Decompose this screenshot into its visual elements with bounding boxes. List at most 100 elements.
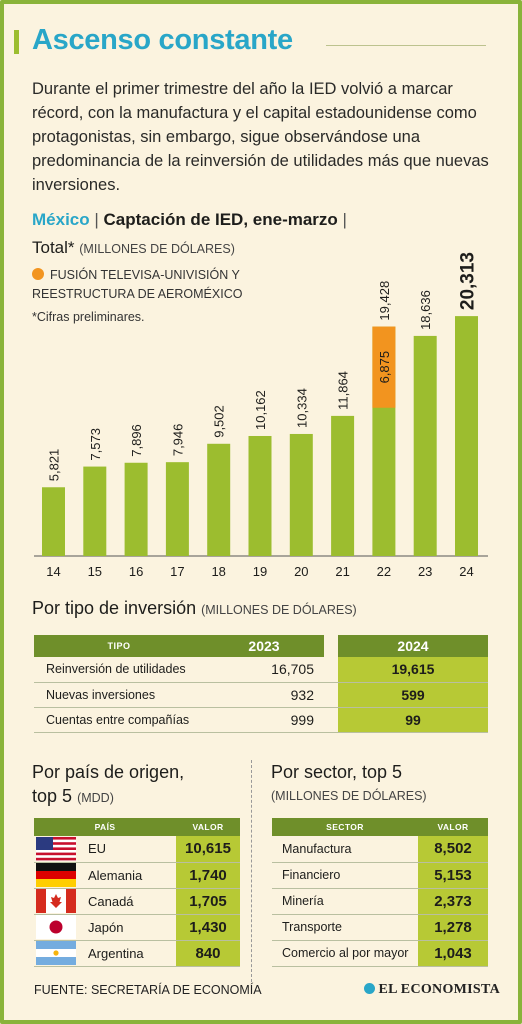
pais-heading-line-1: Por país de origen,: [32, 762, 185, 782]
value-label-18: 9,502: [212, 405, 227, 438]
tipo-2023-value: 999: [204, 707, 324, 733]
tipo-2023-value: 16,705: [204, 657, 324, 683]
sector-value: 2,373: [418, 888, 488, 915]
tick-label-23: 23: [418, 564, 432, 579]
page-title: Ascenso constante: [32, 24, 293, 56]
table-row: Argentina 840: [34, 940, 240, 967]
pais-value: 1,740: [176, 862, 240, 889]
tick-label-19: 19: [253, 564, 267, 579]
bar-24: [455, 316, 478, 556]
pais-col-pais: PAÍS: [34, 818, 176, 836]
subtitle-total: Total*: [32, 238, 75, 257]
tipo-gap: [324, 707, 338, 733]
source-note: FUENTE: SECRETARÍA DE ECONOMÍA: [34, 983, 262, 997]
argentina-flag-icon: [34, 940, 78, 967]
tipo-col-tipo: TIPO: [34, 635, 204, 657]
lead-text: Durante el primer trimestre del año la I…: [32, 80, 489, 194]
table-row: Manufactura 8,502: [272, 836, 488, 863]
pais-heading: Por país de origen, top 5 (MDD): [32, 760, 184, 810]
bar-15: [83, 466, 107, 556]
tipo-label: Cuentas entre compañías: [34, 707, 204, 733]
value-label-23: 18,636: [418, 290, 433, 330]
sector-col-valor: VALOR: [418, 818, 488, 836]
tipo-heading: Por tipo de inversión (MILLONES DE DÓLAR…: [32, 598, 357, 619]
tipo-header-row: TIPO 2023 2024: [34, 635, 488, 657]
tick-label-16: 16: [129, 564, 143, 579]
value-label-17: 7,946: [170, 424, 185, 457]
pais-header-row: PAÍS VALOR: [34, 818, 240, 836]
table-row: Transporte 1,278: [272, 914, 488, 941]
sector-value: 1,043: [418, 940, 488, 967]
value-label-16: 7,896: [129, 424, 144, 457]
table-row: EU 10,615: [34, 836, 240, 863]
tipo-2024-value: 19,615: [338, 657, 488, 683]
sector-col-sector: SECTOR: [272, 818, 418, 836]
value-label-14: 5,821: [47, 449, 62, 482]
sector-label: Minería: [272, 888, 418, 915]
tick-label-15: 15: [88, 564, 102, 579]
table-row: Nuevas inversiones 932 599: [34, 682, 488, 708]
value-label-15: 7,573: [88, 428, 103, 461]
tipo-table: TIPO 2023 2024 Reinversión de utilidades…: [34, 635, 488, 733]
bar-20: [289, 433, 313, 556]
value-label-21: 11,864: [336, 371, 351, 410]
brand-text: EL ECONOMISTA: [378, 982, 500, 997]
table-row: Reinversión de utilidades 16,705 19,615: [34, 657, 488, 683]
tipo-gap: [324, 657, 338, 683]
bar-16: [124, 462, 148, 556]
sector-value: 1,278: [418, 914, 488, 941]
tipo-2024-value: 599: [338, 682, 488, 708]
usa-flag-icon: [34, 836, 78, 863]
pais-label: EU: [78, 836, 176, 863]
tick-label-22: 22: [377, 564, 391, 579]
sector-label: Comercio al por mayor: [272, 940, 418, 967]
tipo-unit: (MILLONES DE DÓLARES): [201, 603, 357, 617]
table-row: Alemania 1,740: [34, 862, 240, 889]
pais-value: 1,430: [176, 914, 240, 941]
chart-subtitle-total: Total* (MILLONES DE DÓLARES): [32, 238, 235, 258]
subtitle-main: Captación de IED, ene-marzo: [103, 210, 338, 229]
pais-value: 10,615: [176, 836, 240, 863]
tick-label-20: 20: [294, 564, 308, 579]
chart-subtitle: México | Captación de IED, ene-marzo |: [32, 210, 347, 230]
title-rule: [326, 45, 486, 46]
tipo-label: Reinversión de utilidades: [34, 657, 204, 683]
bar-14: [42, 487, 65, 556]
pais-label: Alemania: [78, 862, 176, 889]
pais-label: Canadá: [78, 888, 176, 915]
table-row: Comercio al por mayor 1,043: [272, 940, 488, 967]
column-divider: [251, 760, 252, 982]
pais-unit: (MDD): [77, 791, 114, 805]
tipo-col-2024: 2024: [338, 635, 488, 657]
sector-value: 8,502: [418, 836, 488, 863]
value-label-22: 19,428: [377, 281, 392, 321]
table-row: Canadá 1,705: [34, 888, 240, 915]
sector-table: SECTOR VALOR Manufactura 8,502 Financier…: [272, 818, 488, 967]
legend-line-1: FUSIÓN TELEVISA-UNIVISIÓN Y: [50, 268, 240, 282]
value-label-24: 20,313: [458, 252, 479, 310]
table-row: Japón 1,430: [34, 914, 240, 941]
pais-label: Argentina: [78, 940, 176, 967]
tick-label-21: 21: [335, 564, 349, 579]
legend-line-2: REESTRUCTURA DE AEROMÉXICO: [32, 287, 243, 301]
bar-highlight-22: [372, 326, 396, 408]
tipo-2023-value: 932: [204, 682, 324, 708]
sector-unit: (MILLONES DE DÓLARES): [271, 789, 427, 803]
table-row: Financiero 5,153: [272, 862, 488, 889]
chart-note: *Cifras preliminares.: [32, 310, 145, 324]
bar-21: [331, 415, 355, 556]
bar-18: [207, 443, 231, 556]
tipo-heading-text: Por tipo de inversión: [32, 598, 197, 618]
subtitle-sep-1: |: [94, 210, 99, 229]
table-row: Cuentas entre compañías 999 99: [34, 707, 488, 733]
highlight-value-label: 6,875: [377, 351, 392, 384]
pais-col-valor: VALOR: [176, 818, 240, 836]
subtitle-unit: (MILLONES DE DÓLARES): [79, 242, 235, 256]
value-label-19: 10,162: [253, 390, 268, 430]
title-accent: [14, 30, 19, 54]
pais-heading-line-2: top 5: [32, 786, 73, 806]
sector-heading-text: Por sector, top 5: [271, 762, 403, 782]
japan-flag-icon: [34, 914, 78, 941]
table-row: Minería 2,373: [272, 888, 488, 915]
